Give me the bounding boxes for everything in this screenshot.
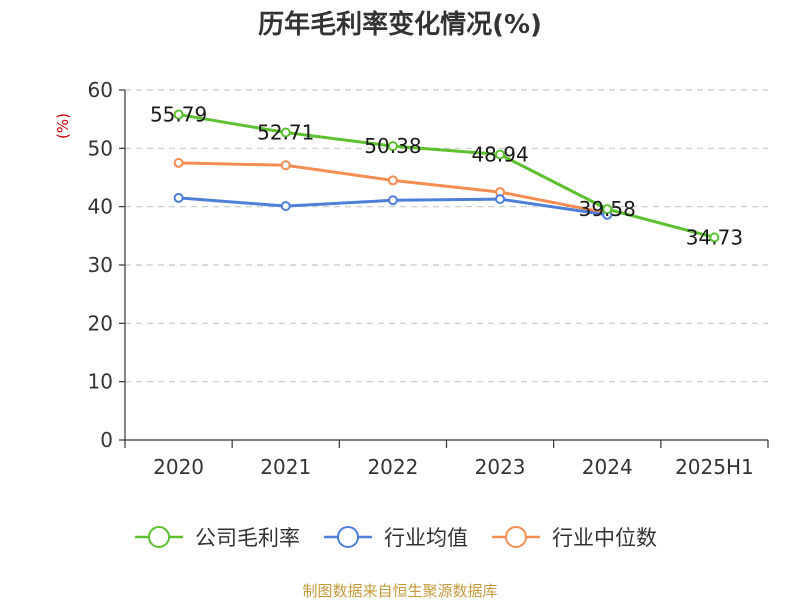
data-point	[387, 195, 398, 206]
y-tick-label: 60	[88, 78, 113, 102]
chart-title: 历年毛利率变化情况(%)	[258, 9, 542, 40]
y-tick-label: 30	[88, 253, 113, 277]
legend-circle-marker	[337, 526, 359, 548]
data-labels: 55.79 52.71 50.38 48.94 39.58 34.73	[150, 103, 743, 250]
data-label: 50.38	[364, 134, 421, 158]
x-tick-label: 2022	[367, 455, 418, 479]
series-line	[178, 113, 715, 239]
data-point	[495, 194, 506, 205]
x-tick-label: 2023	[475, 455, 526, 479]
x-tick-label: 2025H1	[675, 455, 754, 479]
legend-label: 行业中位数	[552, 526, 657, 550]
data-label: 39.58	[579, 197, 636, 221]
x-tick-label: 2021	[260, 455, 311, 479]
data-point	[173, 192, 184, 203]
data-point	[173, 109, 184, 120]
data-label: 55.79	[150, 103, 207, 127]
series-lines	[173, 109, 720, 243]
x-tick-label: 2020	[153, 455, 204, 479]
data-point	[602, 204, 613, 215]
data-point	[280, 127, 291, 138]
data-point	[495, 149, 506, 160]
data-label: 52.71	[257, 121, 314, 145]
data-point	[280, 201, 291, 212]
data-point	[280, 160, 291, 171]
source-note: 制图数据来自恒生聚源数据库	[302, 582, 497, 600]
y-tick-label: 50	[88, 136, 113, 160]
legend-label: 行业均值	[384, 526, 468, 550]
y-axis-unit-label: (%)	[54, 113, 72, 139]
y-tick-label: 10	[88, 370, 113, 394]
data-point	[173, 157, 184, 168]
data-point	[387, 141, 398, 152]
legend-circle-marker	[148, 526, 170, 548]
x-axis-ticks: 2020 2021 2022 2023 2024 2025H1	[124, 440, 769, 479]
legend: 公司毛利率 行业均值 行业中位数	[135, 526, 657, 550]
data-point	[709, 232, 720, 243]
legend-circle-marker	[505, 526, 527, 548]
y-tick-label: 40	[88, 195, 113, 219]
y-axis-ticks: 0 10 20 30 40 50 60	[88, 78, 125, 452]
data-label: 48.94	[471, 143, 528, 167]
y-tick-label: 0	[100, 428, 113, 452]
data-point	[387, 175, 398, 186]
x-tick-label: 2024	[582, 455, 633, 479]
grid-lines	[125, 89, 768, 383]
data-label: 34.73	[686, 225, 743, 249]
y-tick-label: 20	[88, 311, 113, 335]
legend-label: 公司毛利率	[195, 526, 300, 550]
